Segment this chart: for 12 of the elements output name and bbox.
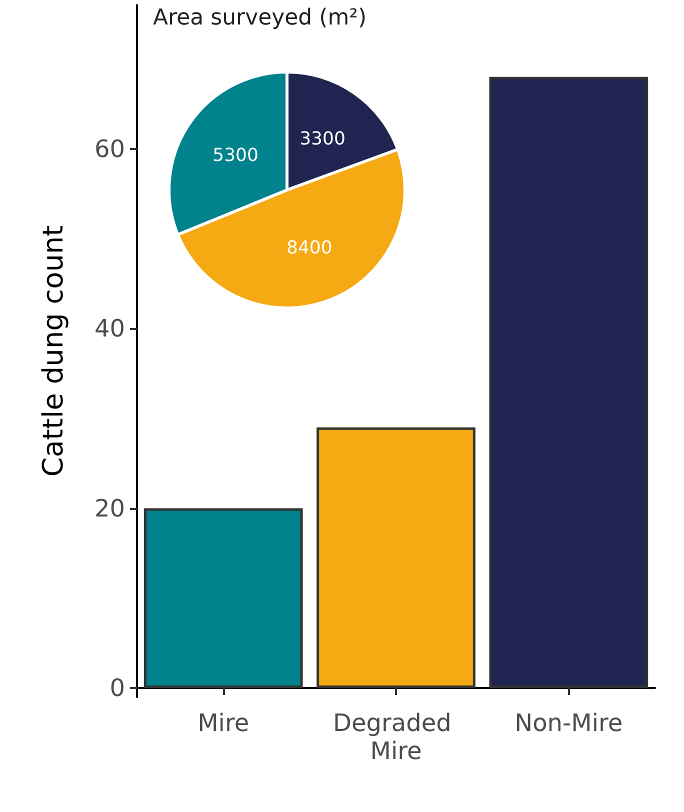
y-tick-label: 60 xyxy=(94,134,125,163)
data-label: 3300 xyxy=(300,128,346,150)
data-label: 8400 xyxy=(286,237,332,258)
x-tick-label: Non-Mire xyxy=(514,709,623,737)
y-tick-label: 40 xyxy=(94,314,125,343)
y-tick-label: 20 xyxy=(94,494,125,522)
chart-title: Area surveyed (m²) xyxy=(153,6,367,30)
x-tick-label: Mire xyxy=(198,709,250,737)
x-tick-label: Degraded Mire xyxy=(333,709,459,765)
y-axis-title: Cattle dung count xyxy=(36,225,70,477)
data-label: 5300 xyxy=(212,144,258,166)
y-tick-label: 0 xyxy=(110,674,125,702)
